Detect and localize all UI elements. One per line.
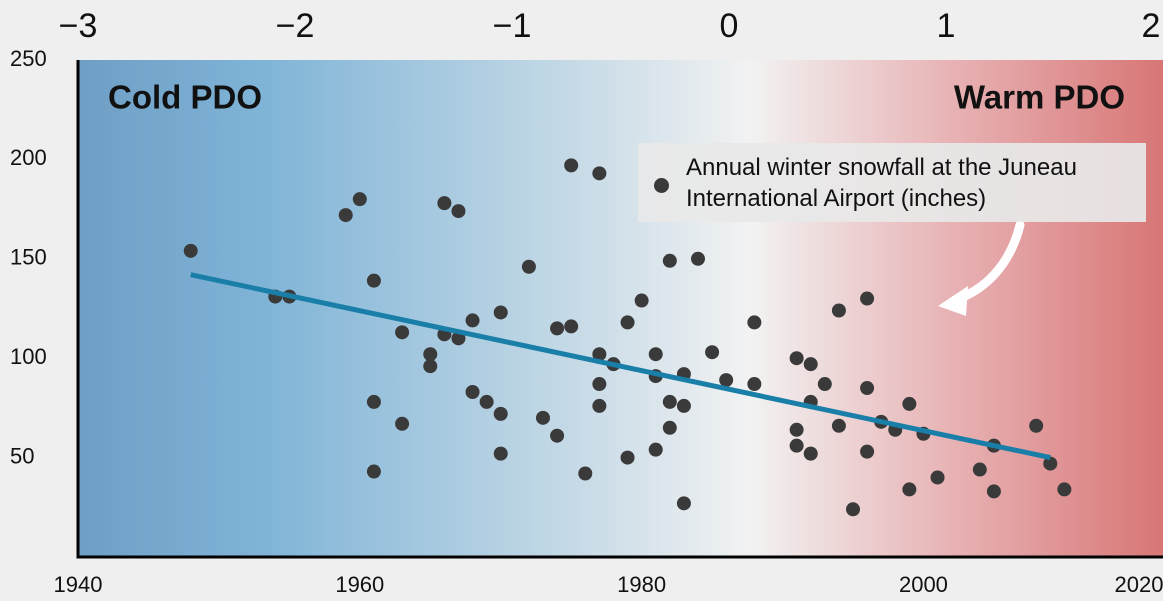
point: [902, 482, 917, 497]
x2-tick-label: −3: [59, 7, 98, 45]
point: [662, 394, 677, 409]
trend-line: [190, 272, 1051, 461]
point: [423, 359, 438, 374]
point: [747, 377, 762, 392]
point: [634, 293, 649, 308]
point: [338, 208, 353, 223]
x2-tick-label: 0: [720, 7, 739, 45]
point: [846, 502, 860, 517]
point: [451, 204, 466, 219]
point: [183, 243, 198, 258]
point: [831, 418, 846, 433]
annotation: Cold PDO: [108, 79, 262, 116]
point: [395, 325, 410, 340]
point: [1043, 456, 1058, 471]
y-tick-label: 100: [10, 344, 47, 369]
y-tick-label: 150: [10, 245, 47, 270]
point: [676, 496, 691, 511]
point: [705, 345, 720, 360]
legend-label: Annual winter snowfall at the Juneau Int…: [686, 154, 1077, 212]
point: [817, 377, 832, 392]
point: [395, 416, 410, 431]
y-tick-label: 50: [10, 443, 34, 468]
point: [493, 406, 508, 421]
point: [648, 442, 663, 457]
point: [564, 319, 579, 334]
legend-marker: [654, 178, 669, 193]
point: [550, 321, 565, 336]
point: [592, 347, 607, 362]
x2-tick-label: −1: [493, 7, 532, 45]
point: [972, 462, 987, 477]
point: [465, 313, 480, 328]
point: [930, 470, 945, 485]
point: [620, 315, 635, 330]
x-tick-label: 2000: [899, 572, 948, 597]
point: [986, 484, 1001, 499]
point: [465, 384, 480, 399]
x2-tick-label: −2: [276, 7, 315, 45]
point: [831, 303, 846, 318]
point: [860, 444, 875, 459]
point: [592, 166, 607, 181]
x-tick-label: 2020: [1115, 572, 1163, 597]
point: [592, 398, 607, 413]
point: [719, 373, 734, 388]
point: [493, 446, 508, 461]
point: [578, 466, 593, 481]
point: [676, 398, 691, 413]
x2-tick-label: 1: [937, 7, 956, 45]
point: [620, 450, 635, 465]
x-tick-label: 1980: [617, 572, 666, 597]
point: [493, 305, 508, 320]
point: [648, 347, 663, 362]
point: [592, 377, 607, 392]
point: [423, 347, 438, 362]
point: [366, 273, 381, 288]
x2-tick-label: 2: [1142, 7, 1161, 45]
legend: Annual winter snowfall at the Juneau Int…: [638, 143, 1146, 222]
x-tick-label: 1960: [335, 572, 384, 597]
point: [550, 428, 565, 443]
point: [521, 259, 536, 274]
point: [479, 394, 494, 409]
point: [662, 420, 677, 435]
point: [747, 315, 762, 330]
point: [902, 396, 917, 411]
point: [352, 192, 367, 207]
y-tick-label: 200: [10, 145, 47, 170]
point: [860, 381, 875, 396]
point: [803, 446, 818, 461]
point: [803, 357, 818, 372]
point: [789, 438, 804, 453]
point: [789, 351, 804, 366]
point: [662, 253, 677, 268]
point: [860, 291, 875, 306]
point: [564, 158, 579, 173]
point: [789, 422, 804, 437]
point: [1029, 418, 1044, 433]
plot-background: [78, 60, 1163, 557]
point: [536, 410, 550, 425]
point: [366, 464, 381, 479]
point: [437, 196, 452, 211]
arrow-head: [938, 286, 968, 316]
point: [366, 394, 381, 409]
annotation: Warm PDO: [954, 79, 1125, 116]
y-tick-label: 250: [10, 46, 47, 71]
point: [1057, 482, 1072, 497]
x-tick-label: 1940: [54, 572, 103, 597]
point: [691, 251, 705, 266]
